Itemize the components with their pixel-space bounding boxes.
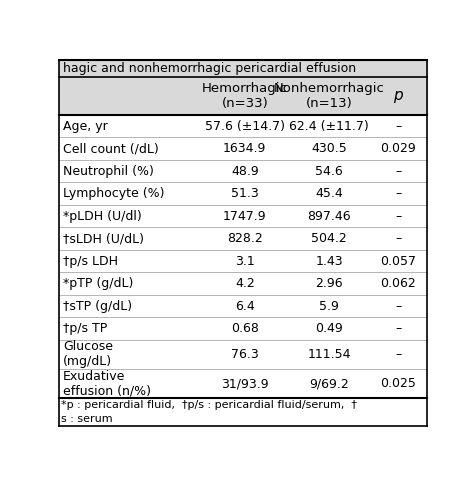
Text: 897.46: 897.46 [308, 210, 351, 223]
Text: –: – [395, 300, 401, 312]
Text: Neutrophil (%): Neutrophil (%) [63, 165, 154, 177]
Text: Cell count (/dL): Cell count (/dL) [63, 142, 159, 155]
Text: 51.3: 51.3 [231, 187, 259, 200]
Text: 1.43: 1.43 [315, 255, 343, 268]
Bar [59, 369, 427, 398]
Text: –: – [395, 232, 401, 245]
Text: †p/s TP: †p/s TP [63, 322, 107, 335]
Bar [59, 137, 427, 160]
Text: 828.2: 828.2 [227, 232, 263, 245]
Text: –: – [395, 187, 401, 200]
Text: hagic and nonhemorrhagic pericardial effusion: hagic and nonhemorrhagic pericardial eff… [63, 62, 356, 75]
Text: 76.3: 76.3 [231, 348, 259, 361]
Text: –: – [395, 165, 401, 177]
Text: †sTP (g/dL): †sTP (g/dL) [63, 300, 132, 312]
Text: –: – [395, 210, 401, 223]
Text: –: – [395, 119, 401, 133]
Text: Glucose
(mg/dL): Glucose (mg/dL) [63, 340, 113, 368]
Text: 5.9: 5.9 [319, 300, 339, 312]
Text: 430.5: 430.5 [311, 142, 347, 155]
Text: 54.6: 54.6 [315, 165, 343, 177]
Text: p: p [393, 88, 403, 103]
Bar [59, 227, 427, 250]
Text: 31/93.9: 31/93.9 [221, 377, 269, 390]
Bar [59, 340, 427, 369]
Text: 57.6 (±14.7): 57.6 (±14.7) [205, 119, 285, 133]
Text: 0.025: 0.025 [380, 377, 416, 390]
Text: 0.68: 0.68 [231, 322, 259, 335]
Bar [59, 205, 427, 227]
Text: 0.029: 0.029 [380, 142, 416, 155]
Text: s : serum: s : serum [61, 414, 113, 424]
Bar [59, 318, 427, 340]
Text: 9/69.2: 9/69.2 [310, 377, 349, 390]
Text: 111.54: 111.54 [308, 348, 351, 361]
Text: 45.4: 45.4 [315, 187, 343, 200]
Bar [59, 182, 427, 205]
Bar [59, 115, 427, 137]
Text: Age, yr: Age, yr [63, 119, 108, 133]
Text: 2.96: 2.96 [315, 277, 343, 290]
Text: 504.2: 504.2 [311, 232, 347, 245]
Text: Exudative
effusion (n/%): Exudative effusion (n/%) [63, 369, 151, 398]
Text: Hemorrhagic
(n=33): Hemorrhagic (n=33) [202, 82, 288, 110]
Bar [59, 272, 427, 295]
Text: 4.2: 4.2 [235, 277, 255, 290]
Text: 0.057: 0.057 [380, 255, 416, 268]
Bar [59, 77, 427, 115]
Bar [59, 160, 427, 182]
Text: 1747.9: 1747.9 [223, 210, 266, 223]
Text: 0.062: 0.062 [380, 277, 416, 290]
Text: 0.49: 0.49 [315, 322, 343, 335]
Bar [59, 250, 427, 272]
Text: *p : pericardial fluid,  †p/s : pericardial fluid/serum,  †: *p : pericardial fluid, †p/s : pericardi… [61, 400, 357, 410]
Text: Nonhemorrhagic
(n=13): Nonhemorrhagic (n=13) [274, 82, 385, 110]
Text: –: – [395, 322, 401, 335]
Text: 1634.9: 1634.9 [223, 142, 266, 155]
Text: *pLDH (U/dl): *pLDH (U/dl) [63, 210, 142, 223]
Text: †sLDH (U/dL): †sLDH (U/dL) [63, 232, 144, 245]
Bar [59, 60, 427, 77]
Text: 62.4 (±11.7): 62.4 (±11.7) [290, 119, 369, 133]
Text: –: – [395, 348, 401, 361]
Text: Lymphocyte (%): Lymphocyte (%) [63, 187, 164, 200]
Text: 48.9: 48.9 [231, 165, 259, 177]
Bar [59, 295, 427, 318]
Text: *pTP (g/dL): *pTP (g/dL) [63, 277, 133, 290]
Text: 3.1: 3.1 [235, 255, 255, 268]
Text: 6.4: 6.4 [235, 300, 255, 312]
Text: †p/s LDH: †p/s LDH [63, 255, 118, 268]
